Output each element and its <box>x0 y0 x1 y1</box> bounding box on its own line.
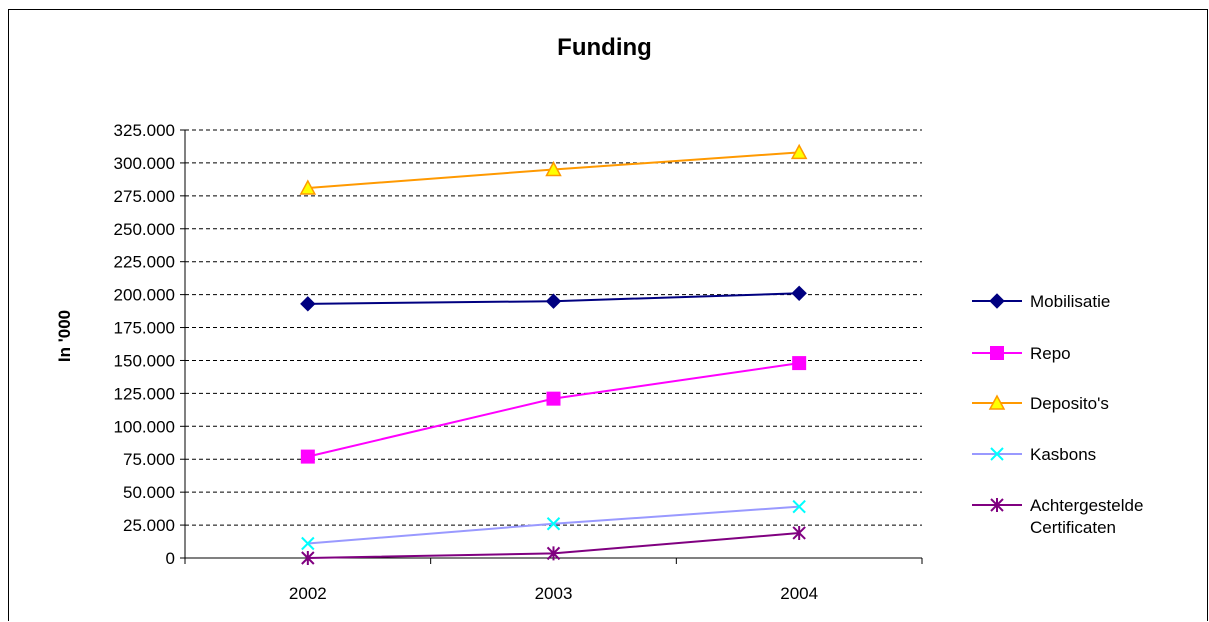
x-tick-label: 2002 <box>289 584 327 603</box>
data-point <box>792 499 806 514</box>
legend-marker <box>990 346 1004 360</box>
legend-item: Deposito's <box>972 394 1109 413</box>
legend-item: Mobilisatie <box>972 292 1110 311</box>
legend-label: Kasbons <box>1030 445 1096 464</box>
series-5 <box>301 525 806 565</box>
x-tick-label: 2003 <box>535 584 573 603</box>
y-tick-label: 75.000 <box>123 450 175 469</box>
data-point <box>546 546 561 561</box>
legend-label: Repo <box>1030 344 1071 363</box>
data-point <box>792 356 807 371</box>
data-point <box>545 293 562 309</box>
y-tick-label: 150.000 <box>114 351 175 370</box>
data-point <box>791 285 807 302</box>
x-tick-label: 2004 <box>780 584 818 603</box>
series-line <box>307 362 800 458</box>
series-3 <box>299 143 808 195</box>
legend-item: Achtergestelde Certificaten <box>972 496 1143 537</box>
legend-marker <box>990 498 1004 512</box>
chart-title: Funding <box>557 34 652 61</box>
y-tick-label: 200.000 <box>114 286 175 305</box>
data-point <box>792 525 806 540</box>
y-tick-label: 225.000 <box>114 253 175 272</box>
data-point <box>790 143 808 160</box>
series-1 <box>300 285 807 312</box>
data-point <box>299 179 317 195</box>
y-tick-label: 25.000 <box>123 516 175 535</box>
legend-item: Repo <box>972 344 1071 363</box>
data-point <box>301 536 315 551</box>
chart-frame <box>8 9 1208 621</box>
y-tick-label: 325.000 <box>114 121 175 140</box>
legend-marker <box>989 293 1005 309</box>
y-tick-label: 125.000 <box>114 384 175 403</box>
y-tick-label: 175.000 <box>114 319 175 338</box>
y-tick-label: 300.000 <box>114 154 175 173</box>
data-point <box>300 449 315 464</box>
y-tick-label: 275.000 <box>114 187 175 206</box>
legend-label: Achtergestelde <box>1030 496 1143 515</box>
y-tick-label: 0 <box>166 549 175 568</box>
grid-layer <box>185 129 922 526</box>
legend-label: Mobilisatie <box>1030 292 1110 311</box>
data-point <box>545 160 562 177</box>
legend-marker <box>988 394 1006 410</box>
data-point <box>301 551 315 565</box>
legend-label: Deposito's <box>1030 394 1109 413</box>
axes-layer: 0 25.000 50.000 75.000 100.000 125.000 150.000… <box>114 121 923 603</box>
data-point <box>546 517 561 531</box>
legend: Mobilisatie Repo Deposito's Kasbons Achterge… <box>972 292 1143 537</box>
series-layer <box>299 143 808 565</box>
series-2 <box>300 356 807 464</box>
y-tick-label: 100.000 <box>114 417 175 436</box>
y-tick-label: 250.000 <box>114 220 175 239</box>
series-4 <box>301 499 806 551</box>
legend-item: Kasbons <box>972 445 1096 464</box>
data-point <box>300 296 316 312</box>
legend-label: Certificaten <box>1030 518 1116 537</box>
data-point <box>546 391 561 406</box>
legend-marker <box>990 447 1004 461</box>
y-tick-label: 50.000 <box>123 483 175 502</box>
